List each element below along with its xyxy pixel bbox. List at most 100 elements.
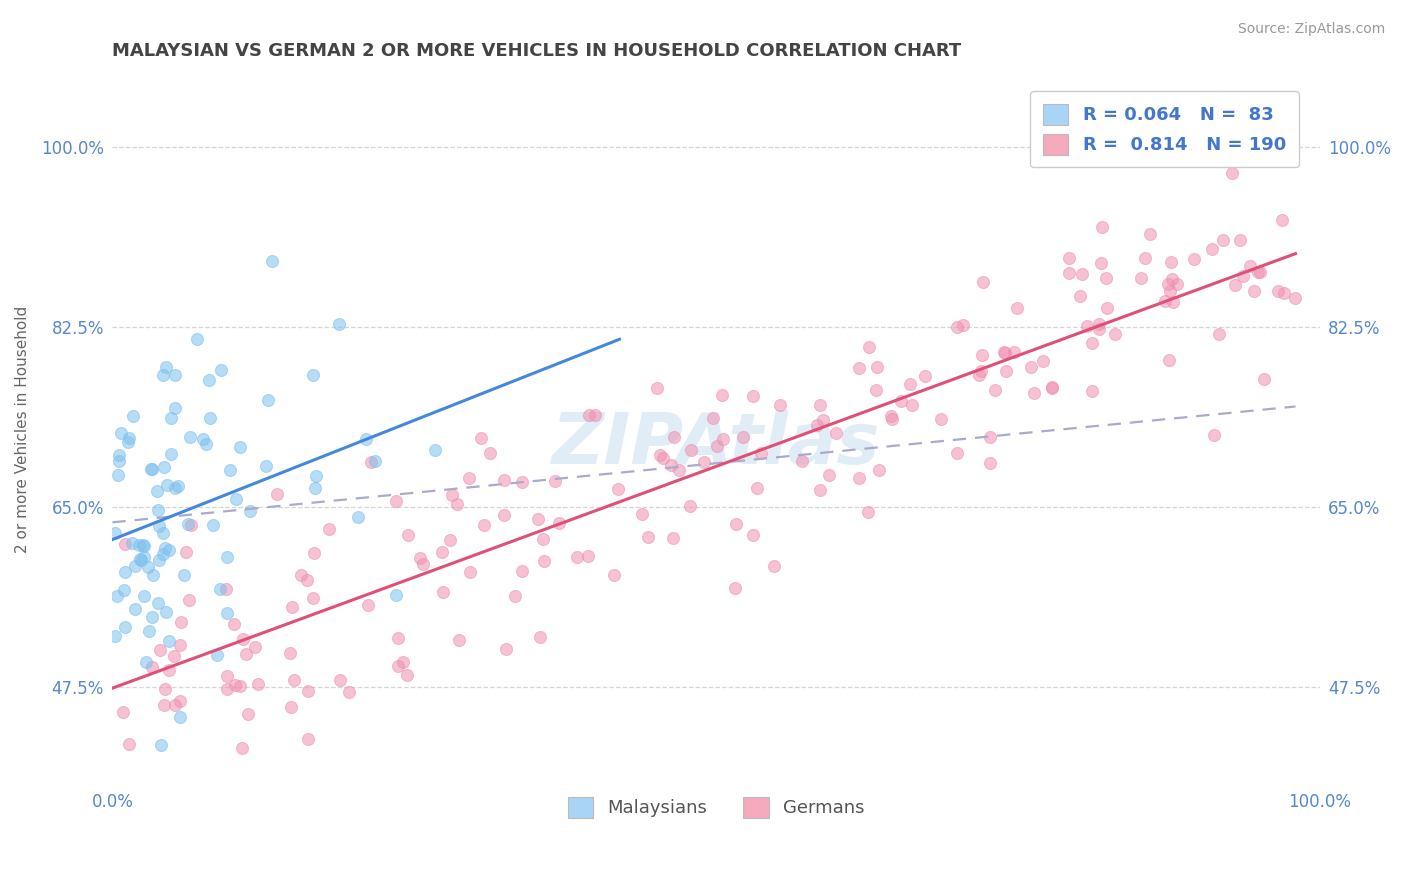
Point [205,648,228,662]
Point [191,433,214,447]
Point [769,398,792,412]
Point [865,383,887,397]
Point [946,445,969,459]
Point [970,364,993,378]
Point [215,607,238,621]
Point [179,430,201,444]
Point [215,582,238,597]
Point [148,552,170,566]
Point [662,430,685,444]
Point [631,507,654,521]
Point [1272,285,1295,300]
Point [132,589,155,603]
Point [169,710,191,724]
Point [112,583,135,598]
Point [495,642,517,657]
Point [585,408,607,422]
Point [165,368,187,382]
Point [208,582,231,597]
Text: MALAYSIAN VS GERMAN 2 OR MORE VEHICLES IN HOUSEHOLD CORRELATION CHART: MALAYSIAN VS GERMAN 2 OR MORE VEHICLES I… [112,42,962,60]
Point [890,394,912,409]
Point [138,624,160,638]
Point [354,432,377,446]
Point [679,443,702,458]
Point [132,540,155,554]
Point [1161,272,1184,286]
Point [337,685,360,699]
Point [969,368,991,382]
Point [215,681,238,696]
Point [710,388,733,402]
Point [1223,278,1246,293]
Point [1005,301,1028,316]
Point [280,700,302,714]
Point [236,706,259,721]
Point [972,348,994,362]
Point [136,559,159,574]
Point [222,617,245,632]
Point [215,549,238,564]
Point [105,590,128,604]
Point [131,538,153,552]
Point [858,340,880,354]
Point [1153,293,1175,308]
Point [128,538,150,552]
Point [124,559,146,574]
Point [1094,271,1116,285]
Point [257,392,280,407]
Point [479,446,502,460]
Point [711,432,734,446]
Point [114,566,136,580]
Point [1182,252,1205,267]
Point [124,602,146,616]
Point [811,413,834,427]
Point [1059,266,1081,280]
Point [446,497,468,511]
Point [1204,427,1226,442]
Point [155,606,177,620]
Point [169,694,191,708]
Point [1253,372,1275,386]
Point [107,467,129,482]
Point [1032,354,1054,368]
Point [651,451,673,466]
Point [224,677,246,691]
Point [929,411,952,425]
Point [297,684,319,698]
Point [118,737,141,751]
Point [409,550,432,565]
Point [235,647,257,661]
Point [160,410,183,425]
Point [1081,384,1104,398]
Point [385,494,408,508]
Point [180,517,202,532]
Point [225,491,247,506]
Point [254,458,277,473]
Point [856,505,879,519]
Point [387,659,409,673]
Point [423,443,446,458]
Point [392,655,415,669]
Point [243,640,266,654]
Point [439,533,461,547]
Point [148,518,170,533]
Point [441,488,464,502]
Point [304,469,326,483]
Point [1229,233,1251,247]
Point [217,669,239,683]
Point [510,475,533,489]
Point [1271,213,1294,227]
Point [117,434,139,449]
Point [157,634,180,648]
Point [995,363,1018,377]
Point [637,530,659,544]
Point [1090,256,1112,270]
Point [527,512,550,526]
Point [146,503,169,517]
Point [239,504,262,518]
Point [160,447,183,461]
Point [295,574,318,588]
Point [395,668,418,682]
Point [470,431,492,445]
Point [297,732,319,747]
